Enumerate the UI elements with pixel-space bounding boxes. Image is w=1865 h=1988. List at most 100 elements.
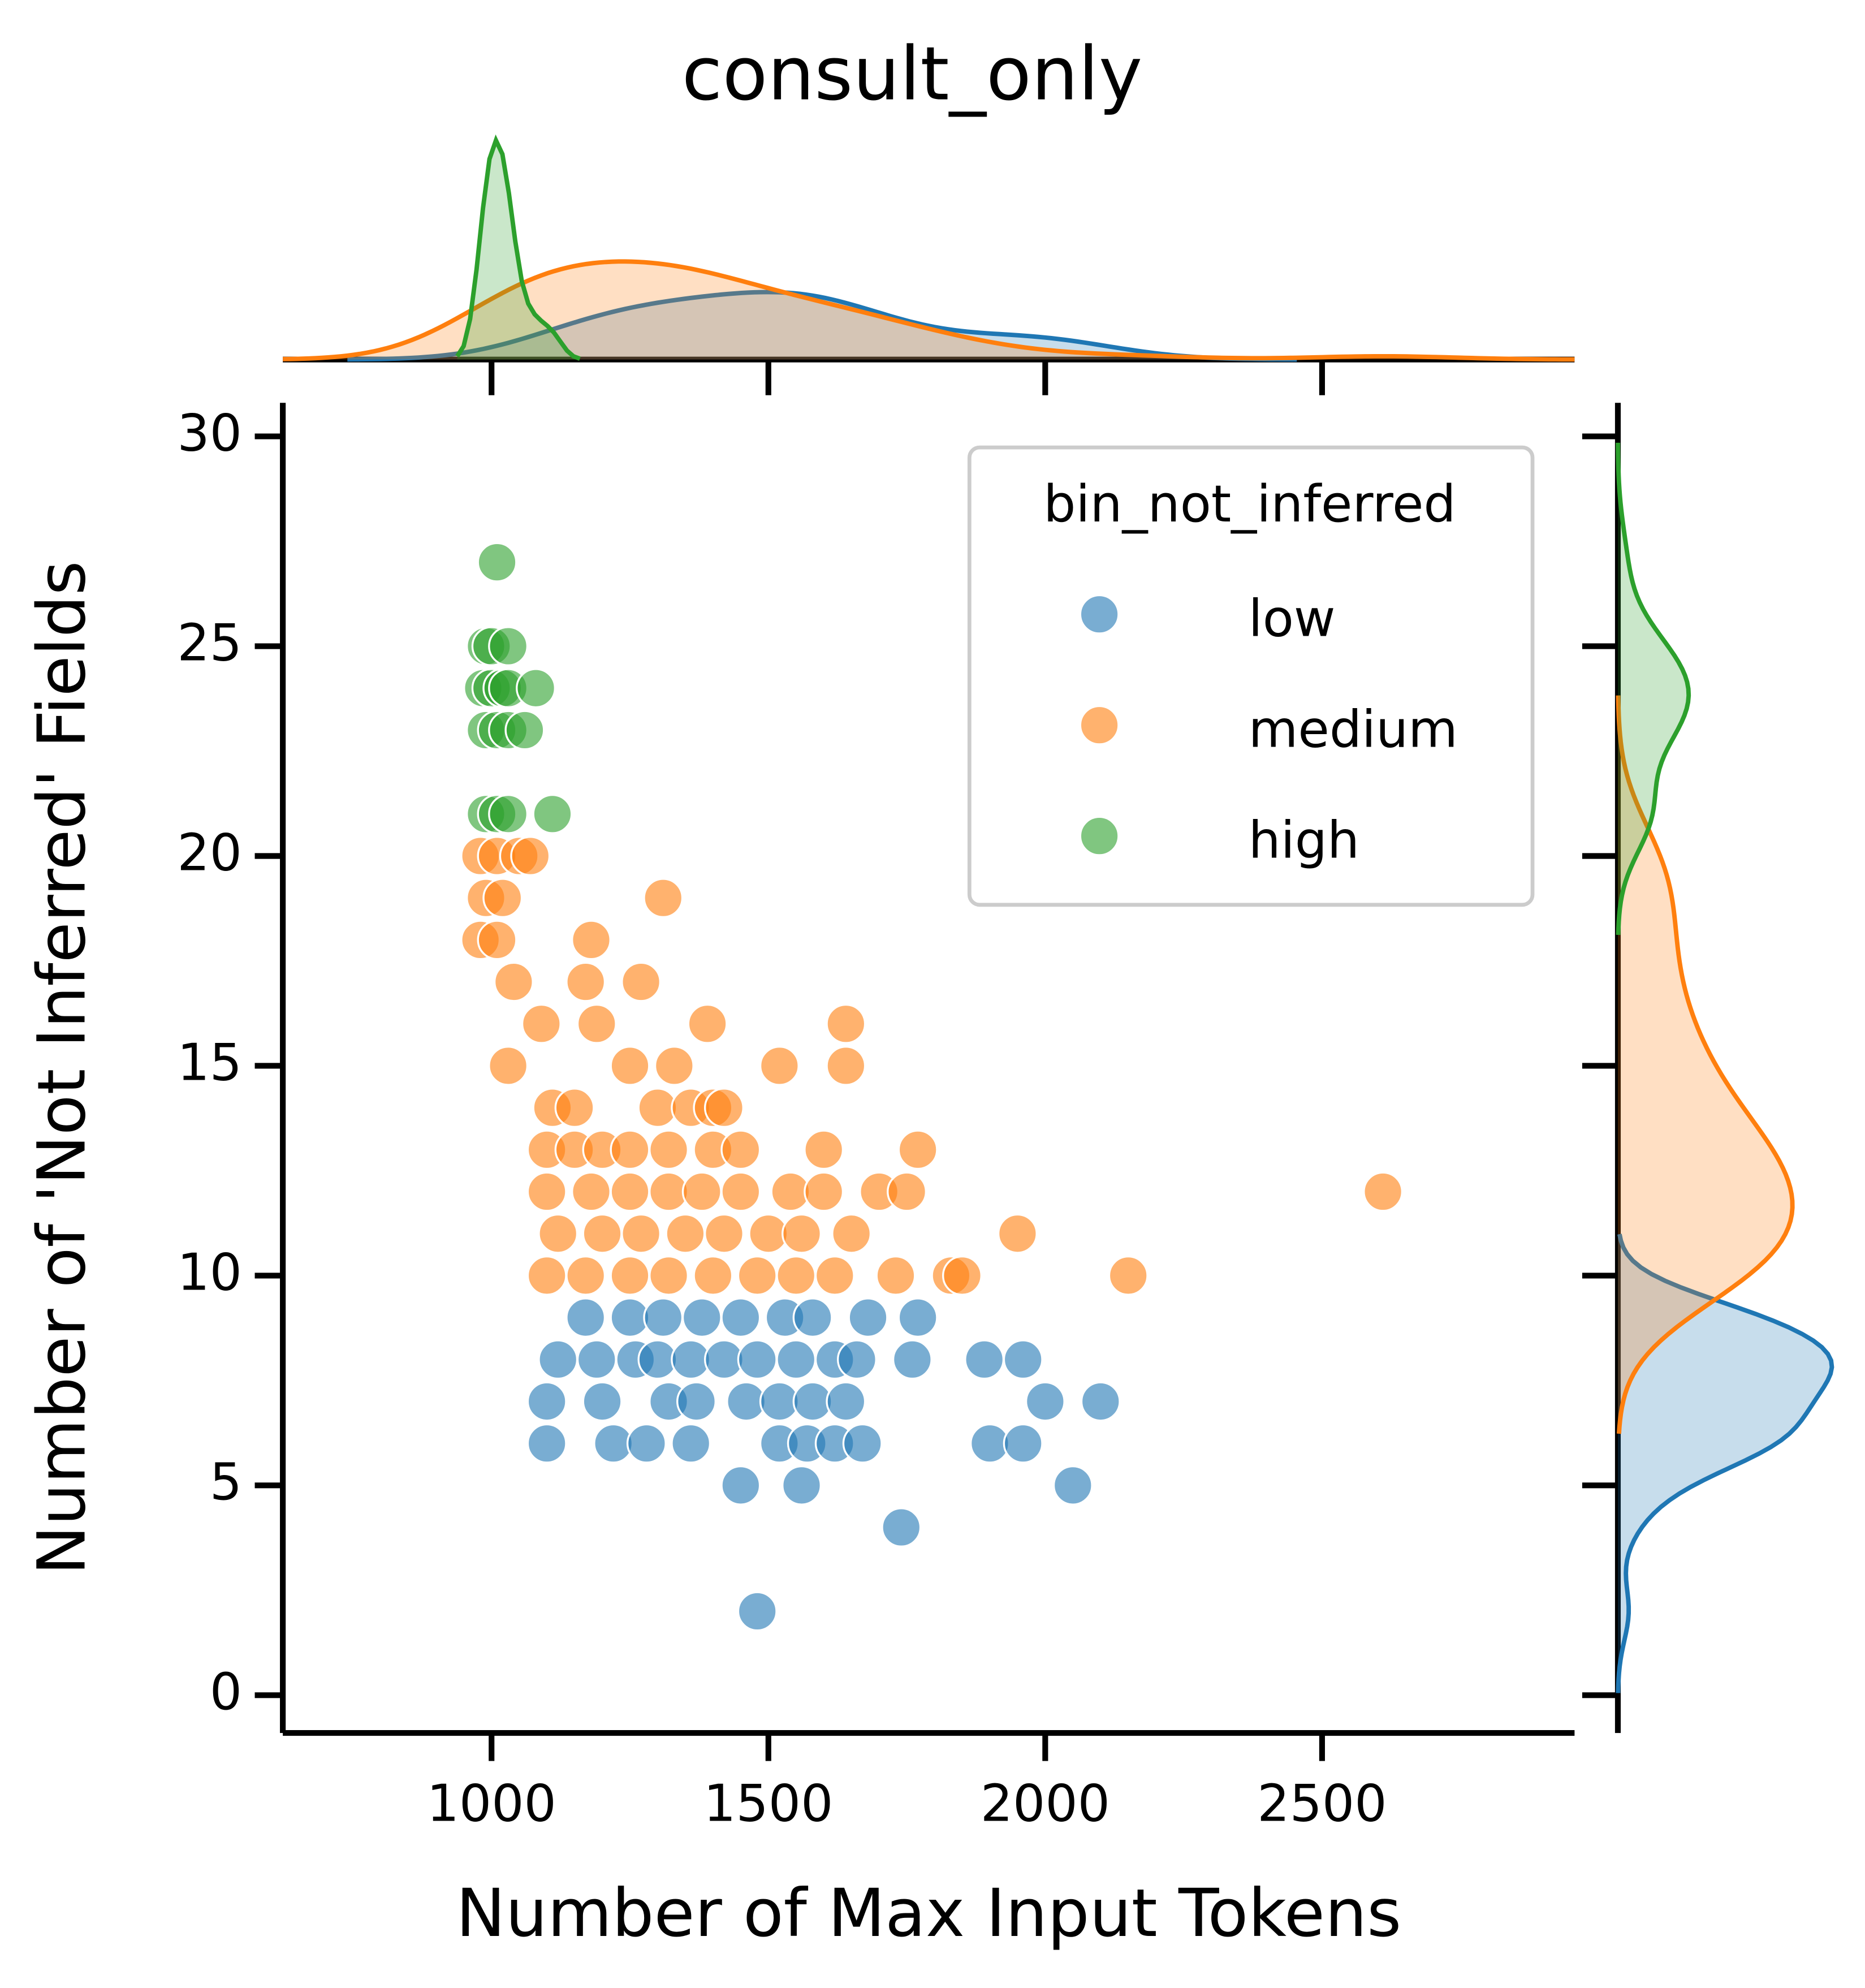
point [881, 1507, 922, 1548]
point [1363, 1171, 1404, 1212]
legend-label: high [1249, 811, 1359, 870]
point [626, 1423, 667, 1464]
y-tick-label: 25 [177, 613, 242, 672]
point [942, 1255, 982, 1296]
point [792, 1297, 833, 1338]
point [737, 1255, 778, 1296]
point [621, 961, 662, 1002]
point [892, 1339, 932, 1380]
point [649, 1255, 689, 1296]
y-tick-label: 15 [177, 1033, 242, 1092]
legend-marker [1079, 816, 1120, 856]
point [1080, 1381, 1121, 1422]
top-kde-line [347, 290, 1297, 362]
legend-marker [1079, 705, 1120, 745]
point [526, 1381, 567, 1422]
point [1052, 1465, 1093, 1506]
legend-box [967, 445, 1535, 907]
point [1003, 1339, 1043, 1380]
point [654, 1045, 694, 1086]
point [665, 1213, 706, 1254]
point [504, 710, 545, 751]
legend-title: bin_not_inferred [1043, 475, 1456, 534]
point [576, 1003, 617, 1044]
point [477, 920, 517, 960]
y-tick-label: 5 [210, 1452, 242, 1512]
x-axis-label: Number of Max Input Tokens [456, 1874, 1401, 1952]
point [782, 1213, 822, 1254]
x-tick-label: 2500 [1257, 1774, 1387, 1834]
point [681, 1171, 722, 1212]
y-axis-label: Number of 'Not Inferred' Fields [23, 560, 100, 1575]
point [804, 1129, 844, 1170]
right-kde-line [1616, 1234, 1834, 1693]
point [649, 1129, 689, 1170]
top-kde-line [455, 134, 581, 361]
point [1025, 1381, 1065, 1422]
x-tick-label: 1000 [427, 1774, 556, 1834]
point [897, 1297, 938, 1338]
legend-label: low [1249, 589, 1336, 649]
point [526, 1171, 567, 1212]
point [477, 542, 517, 583]
point [610, 1045, 650, 1086]
point [826, 1381, 866, 1422]
point [687, 1003, 728, 1044]
point [488, 1045, 529, 1086]
point [782, 1465, 822, 1506]
point [565, 1297, 606, 1338]
point [897, 1129, 938, 1170]
point [676, 1381, 716, 1422]
point [964, 1339, 1005, 1380]
point [526, 1255, 567, 1296]
right-kde-area [1617, 442, 1689, 935]
right-kde-line [1616, 695, 1795, 1434]
chart-title: consult_only [682, 31, 1143, 117]
point [538, 1213, 579, 1254]
point [488, 794, 529, 834]
point [887, 1171, 927, 1212]
point [848, 1297, 888, 1338]
point [720, 1171, 761, 1212]
point [826, 1045, 866, 1086]
point [565, 961, 606, 1002]
point [720, 1297, 761, 1338]
point [521, 1003, 562, 1044]
y-tick-label: 10 [177, 1243, 242, 1302]
point [737, 1591, 778, 1632]
point [576, 1339, 617, 1380]
point [582, 1213, 623, 1254]
point [526, 1423, 567, 1464]
point [571, 920, 611, 960]
point [804, 1171, 844, 1212]
point [482, 878, 523, 918]
point [488, 626, 529, 667]
point [831, 1213, 872, 1254]
point [1108, 1255, 1149, 1296]
point [582, 1381, 623, 1422]
point [610, 1255, 650, 1296]
point [681, 1297, 722, 1338]
y-tick-label: 0 [210, 1662, 242, 1722]
point [532, 794, 573, 834]
x-tick-label: 1500 [703, 1774, 833, 1834]
point [720, 1129, 761, 1170]
y-tick-label: 20 [177, 823, 242, 882]
point [875, 1255, 916, 1296]
y-tick-label: 30 [177, 403, 242, 463]
x-tick-label: 2000 [981, 1774, 1110, 1834]
legend-marker [1079, 594, 1120, 635]
point [703, 1213, 744, 1254]
point [538, 1339, 579, 1380]
point [610, 1171, 650, 1212]
point [693, 1255, 733, 1296]
point [842, 1423, 883, 1464]
point [643, 1297, 684, 1338]
point [720, 1465, 761, 1506]
top-kde-line [283, 259, 1575, 362]
point [554, 1088, 595, 1128]
right-kde-area [1617, 1234, 1832, 1693]
point [610, 1129, 650, 1170]
right-kde-line [1616, 442, 1691, 935]
